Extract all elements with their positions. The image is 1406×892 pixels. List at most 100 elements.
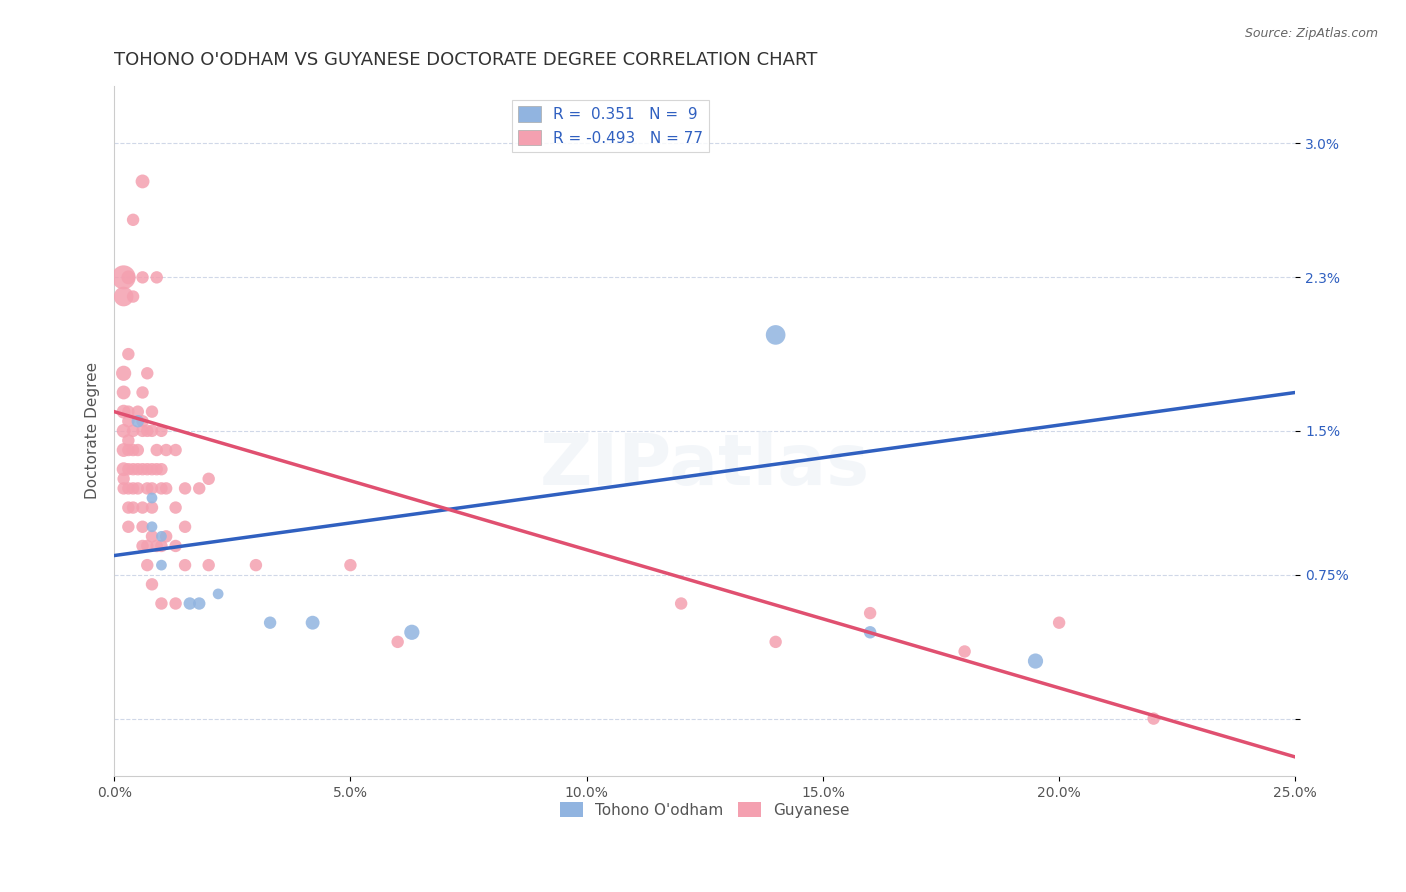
Point	[150, 558, 173, 573]
Point	[155, 529, 177, 543]
Point	[165, 597, 187, 611]
Point	[131, 414, 153, 428]
Point	[122, 424, 145, 438]
Point	[131, 462, 153, 476]
Point	[141, 529, 163, 543]
Point	[145, 443, 167, 458]
Point	[174, 482, 197, 496]
Point	[150, 539, 173, 553]
Point	[117, 414, 139, 428]
Point	[117, 462, 139, 476]
Point	[131, 520, 153, 534]
Point	[141, 404, 163, 418]
Point	[1047, 615, 1070, 630]
Point	[131, 270, 153, 285]
Point	[179, 597, 201, 611]
Point	[112, 366, 135, 380]
Point	[141, 482, 163, 496]
Point	[145, 270, 167, 285]
Point	[1024, 654, 1046, 668]
Point	[141, 520, 163, 534]
Point	[141, 500, 163, 515]
Point	[165, 500, 187, 515]
Point	[136, 462, 159, 476]
Point	[117, 500, 139, 515]
Point	[150, 482, 173, 496]
Point	[136, 539, 159, 553]
Point	[122, 212, 145, 227]
Point	[150, 597, 173, 611]
Point	[127, 482, 149, 496]
Point	[127, 404, 149, 418]
Point	[131, 539, 153, 553]
Point	[141, 577, 163, 591]
Point	[117, 443, 139, 458]
Point	[122, 500, 145, 515]
Point	[339, 558, 361, 573]
Point	[245, 558, 267, 573]
Point	[122, 289, 145, 303]
Point	[155, 482, 177, 496]
Point	[131, 174, 153, 188]
Point	[188, 597, 211, 611]
Point	[131, 385, 153, 400]
Point	[112, 472, 135, 486]
Point	[141, 462, 163, 476]
Point	[150, 529, 173, 543]
Point	[669, 597, 692, 611]
Point	[112, 424, 135, 438]
Point	[127, 414, 149, 428]
Point	[301, 615, 323, 630]
Point	[150, 462, 173, 476]
Point	[122, 443, 145, 458]
Point	[259, 615, 281, 630]
Point	[859, 625, 882, 640]
Point	[112, 443, 135, 458]
Point	[131, 424, 153, 438]
Point	[197, 472, 219, 486]
Point	[127, 443, 149, 458]
Point	[117, 482, 139, 496]
Text: TOHONO O'ODHAM VS GUYANESE DOCTORATE DEGREE CORRELATION CHART: TOHONO O'ODHAM VS GUYANESE DOCTORATE DEG…	[114, 51, 817, 69]
Point	[127, 462, 149, 476]
Y-axis label: Doctorate Degree: Doctorate Degree	[86, 362, 100, 500]
Point	[165, 539, 187, 553]
Point	[112, 404, 135, 418]
Point	[117, 434, 139, 448]
Point	[136, 558, 159, 573]
Point	[188, 482, 211, 496]
Point	[136, 482, 159, 496]
Point	[155, 443, 177, 458]
Point	[131, 500, 153, 515]
Point	[765, 635, 787, 649]
Point	[1142, 712, 1164, 726]
Point	[122, 462, 145, 476]
Point	[136, 366, 159, 380]
Legend: Tohono O'odham, Guyanese: Tohono O'odham, Guyanese	[554, 796, 856, 824]
Point	[145, 539, 167, 553]
Point	[141, 491, 163, 505]
Point	[174, 520, 197, 534]
Point	[117, 347, 139, 361]
Point	[145, 462, 167, 476]
Point	[117, 520, 139, 534]
Point	[117, 270, 139, 285]
Point	[112, 289, 135, 303]
Point	[112, 385, 135, 400]
Point	[112, 270, 135, 285]
Point	[859, 606, 882, 620]
Point	[207, 587, 229, 601]
Point	[122, 482, 145, 496]
Point	[197, 558, 219, 573]
Text: ZIPatlas: ZIPatlas	[540, 431, 870, 500]
Text: Source: ZipAtlas.com: Source: ZipAtlas.com	[1244, 27, 1378, 40]
Point	[953, 644, 976, 658]
Point	[174, 558, 197, 573]
Point	[112, 462, 135, 476]
Point	[141, 424, 163, 438]
Point	[765, 327, 787, 342]
Point	[136, 424, 159, 438]
Point	[117, 404, 139, 418]
Point	[150, 424, 173, 438]
Point	[165, 443, 187, 458]
